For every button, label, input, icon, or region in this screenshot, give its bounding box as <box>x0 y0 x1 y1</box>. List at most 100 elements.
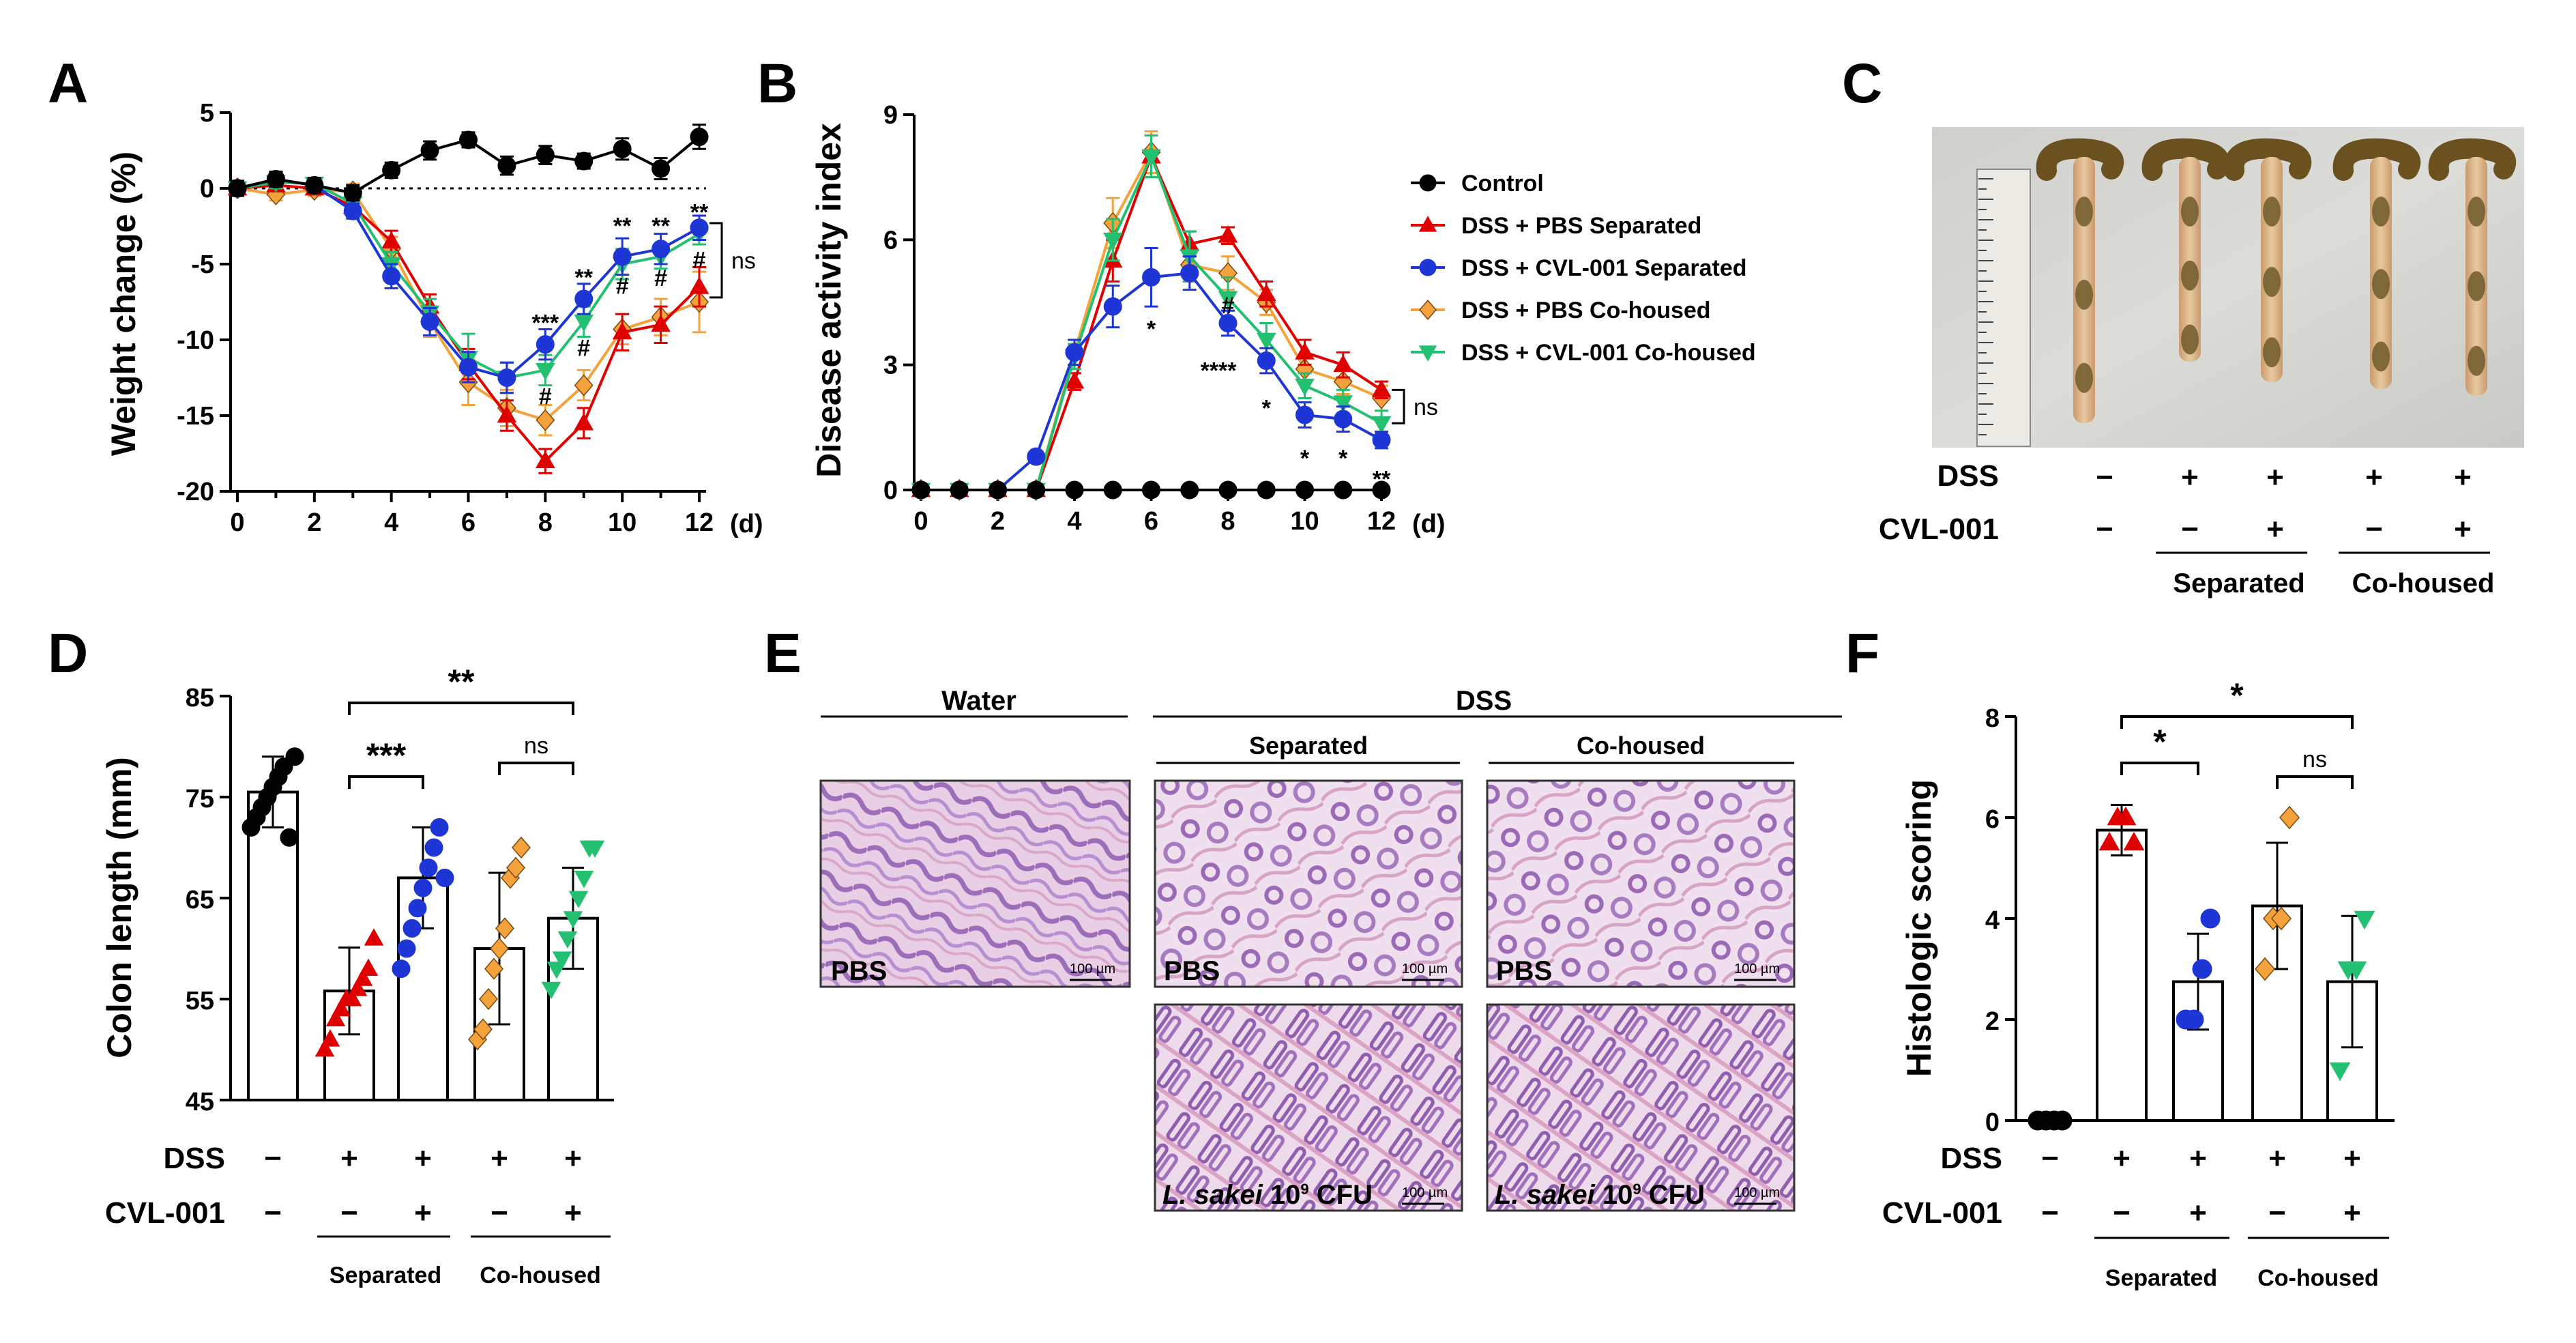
significance-mark: * <box>1300 446 1310 472</box>
data-point-cvl_sep <box>1334 409 1353 429</box>
data-point-cvl_sep <box>497 369 516 387</box>
colon-content <box>2181 260 2199 291</box>
data-point-pbs_sep <box>1295 342 1315 360</box>
image-label-pbs: PBS <box>831 956 887 986</box>
data-point-pbs_sep <box>353 968 373 986</box>
data-point-pbs_sep <box>1256 283 1276 302</box>
data-point-pbs_sep <box>342 989 362 1007</box>
data-point-control <box>911 480 931 500</box>
x-tick-label: 10 <box>608 508 636 537</box>
x-tick-label: 4 <box>1067 507 1081 536</box>
panel-f-ylabel: Histologic scoring <box>1900 779 1938 1077</box>
x-tick-label: 8 <box>1220 507 1235 536</box>
x-tick-label: 0 <box>913 507 928 536</box>
data-point-cvl_co <box>557 931 578 949</box>
data-point-control <box>2052 1110 2073 1131</box>
panel-f-group-cohoused: Co-housed <box>2257 1265 2379 1291</box>
colon-length-chart: Colon length (mm) DSS CVL-001 Separated … <box>100 663 614 1288</box>
panel-label-f: F <box>1845 622 1879 684</box>
data-point-cvl_co <box>574 314 594 332</box>
dss-symbol: + <box>2181 461 2199 494</box>
data-point-cvl_co <box>1333 395 1353 413</box>
y-tick-label: 6 <box>883 226 898 255</box>
dss-symbol: + <box>491 1142 508 1175</box>
cvl-symbol: − <box>2181 512 2199 546</box>
data-point-control <box>1218 480 1238 500</box>
colon-content <box>2372 269 2390 300</box>
colon-cecum <box>2428 138 2517 181</box>
ruler-ticks <box>1978 178 1993 435</box>
data-point-control <box>1142 480 1160 500</box>
dss-symbol: − <box>2041 1142 2059 1175</box>
disease-activity-chart: Disease activity index (d) 9 6 3 00 2 4 6 8 10 12… <box>810 101 1446 538</box>
data-point-cvl_sep <box>652 240 671 259</box>
cvl-symbol: − <box>2041 1196 2059 1230</box>
data-point-cvl_co <box>1256 332 1276 350</box>
data-point-control <box>1296 480 1314 500</box>
scale-bar-label: 100 µm <box>1402 962 1448 977</box>
data-point-cvl_co <box>574 871 594 889</box>
image-label-dose: 10 <box>1602 1180 1633 1210</box>
cvl-symbol: − <box>491 1196 508 1230</box>
comparison-bracket <box>348 775 424 789</box>
x-tick-label: 2 <box>991 507 1005 536</box>
image-label-pbs: PBS <box>1164 956 1220 986</box>
panel-e-separated-label: Separated <box>1249 732 1368 760</box>
colon-specimens <box>2036 138 2517 423</box>
dss-symbol: + <box>2268 1142 2286 1175</box>
colon-cecum <box>2141 138 2230 181</box>
data-point-pbs_sep <box>381 231 401 249</box>
image-label-lsakei: L. sakei 109 CFU <box>1495 1170 1705 1210</box>
cvl-symbol: + <box>2189 1196 2207 1230</box>
comparison-bracket <box>348 702 574 715</box>
panel-f-dss-label: DSS <box>1941 1142 2002 1175</box>
colon-content <box>2372 341 2390 372</box>
data-point-control <box>1065 480 1084 500</box>
data-point-cvl_sep <box>1180 263 1199 283</box>
data-point-control <box>420 141 439 160</box>
image-label-lsakei-name: L. sakei <box>1495 1180 1596 1210</box>
x-tick-label: 2 <box>307 508 321 537</box>
comparison-label: * <box>2230 676 2244 714</box>
data-point-pbs_co <box>506 856 525 879</box>
x-tick-label: 10 <box>1290 507 1319 536</box>
dss-symbol: − <box>264 1142 282 1175</box>
colon-content <box>2075 197 2093 227</box>
data-point-control <box>1027 480 1046 500</box>
significance-mark: *** <box>531 311 559 336</box>
data-point-pbs_co <box>2255 957 2275 981</box>
y-tick-label: 55 <box>186 987 214 1015</box>
colon-content <box>2372 197 2390 227</box>
image-label-dose: 10 <box>1270 1180 1301 1210</box>
data-point-cvl_sep <box>536 335 555 354</box>
panel-c-cvl-label: CVL-001 <box>1879 512 1999 546</box>
colon-photo-panel <box>1932 127 2524 448</box>
panel-b-ylabel: Disease activity index <box>810 123 848 478</box>
data-point-control <box>1103 480 1122 500</box>
data-point-pbs_sep <box>331 998 351 1017</box>
data-point-cvl_sep <box>424 838 443 857</box>
y-tick-label: 3 <box>883 351 898 380</box>
legend-marker-cvl_sep <box>1419 259 1437 276</box>
cvl-symbol: − <box>2113 1196 2131 1230</box>
dss-symbol: + <box>2266 461 2284 494</box>
panel-c-dss-label: DSS <box>1937 459 1999 493</box>
colon-content <box>2075 279 2093 310</box>
data-point-pbs_sep <box>497 405 517 423</box>
data-point-cvl_sep <box>1065 343 1084 362</box>
x-tick-label: 0 <box>230 508 244 537</box>
data-point-control <box>305 176 324 195</box>
significance-mark: # <box>616 273 629 299</box>
data-point-cvl_co <box>2329 1062 2351 1082</box>
cvl-symbol: − <box>2365 512 2383 546</box>
data-point-control <box>652 159 671 178</box>
data-point-control <box>285 747 304 766</box>
data-point-control <box>382 160 401 179</box>
data-point-cvl_sep <box>343 201 362 220</box>
comparison-label: ns <box>2302 747 2327 772</box>
data-point-pbs_sep <box>689 276 709 294</box>
significance-mark: # <box>693 248 706 274</box>
ns-bracket <box>1392 388 1405 424</box>
y-tick-label: 65 <box>186 886 214 914</box>
comparison-bracket <box>498 762 574 775</box>
